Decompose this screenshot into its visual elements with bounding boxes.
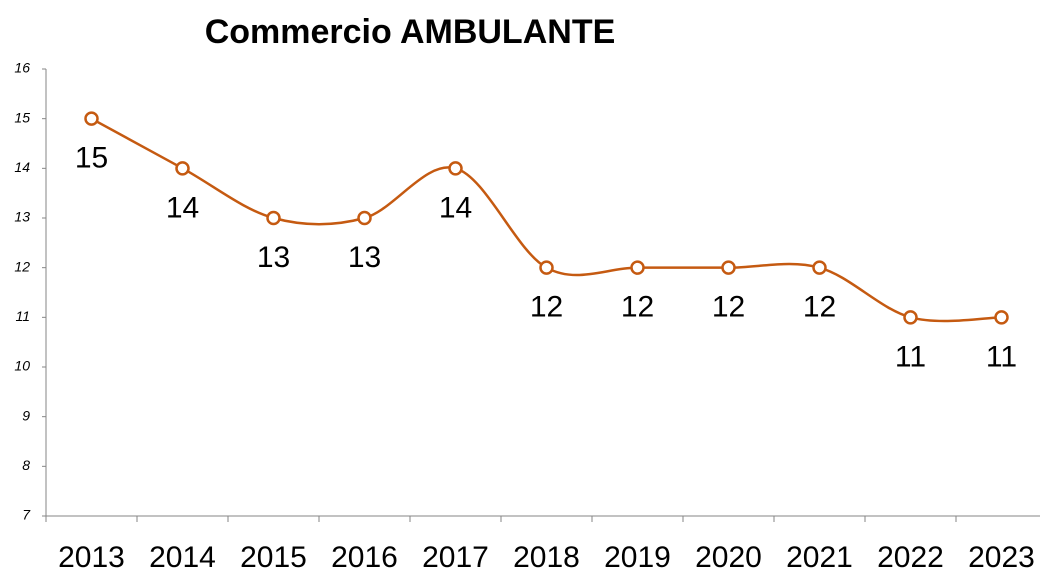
data-label: 12 xyxy=(712,291,745,324)
marker xyxy=(812,260,827,275)
marker xyxy=(266,210,281,226)
marker xyxy=(539,260,554,275)
x-tick-label: 2015 xyxy=(240,541,307,574)
data-label: 13 xyxy=(348,241,381,274)
x-tick-label: 2016 xyxy=(331,541,398,574)
marker xyxy=(84,111,99,126)
x-tick-label: 2021 xyxy=(786,541,853,574)
y-tick-label: 13 xyxy=(14,209,30,225)
data-label: 12 xyxy=(803,291,836,324)
marker xyxy=(903,310,918,325)
y-tick-label: 9 xyxy=(22,407,30,423)
data-label: 11 xyxy=(986,340,1017,373)
marker xyxy=(175,161,190,176)
data-label: 15 xyxy=(75,142,108,175)
y-tick-label: 14 xyxy=(14,159,30,175)
data-label: 13 xyxy=(257,241,290,274)
y-tick-label: 12 xyxy=(14,258,30,274)
y-tick-label: 11 xyxy=(15,308,30,324)
data-label: 12 xyxy=(621,291,654,324)
data-label: 12 xyxy=(530,291,563,324)
marker xyxy=(357,210,372,226)
x-tick-label: 2013 xyxy=(58,541,125,574)
y-tick-label: 16 xyxy=(14,60,30,76)
y-tick-label: 10 xyxy=(14,358,30,374)
y-tick-label: 8 xyxy=(22,457,30,473)
data-label: 14 xyxy=(166,191,199,224)
x-tick-label: 2017 xyxy=(422,541,489,574)
line xyxy=(90,117,1002,323)
marker xyxy=(630,260,645,275)
x-tick-label: 2018 xyxy=(513,541,580,574)
chart-title: Commercio AMBULANTE xyxy=(205,13,616,51)
y-tick-label: 7 xyxy=(22,507,31,523)
marker xyxy=(448,161,463,176)
x-tick-label: 2014 xyxy=(149,541,216,574)
x-tick-label: 2020 xyxy=(695,541,762,574)
data-label: 11 xyxy=(895,340,926,373)
marker xyxy=(721,260,736,275)
y-tick-label: 15 xyxy=(14,109,30,125)
marker xyxy=(994,310,1009,325)
data-label: 14 xyxy=(439,191,472,224)
x-tick-label: 2019 xyxy=(604,541,671,574)
x-tick-label: 2023 xyxy=(968,541,1035,574)
x-tick-label: 2022 xyxy=(877,541,944,574)
